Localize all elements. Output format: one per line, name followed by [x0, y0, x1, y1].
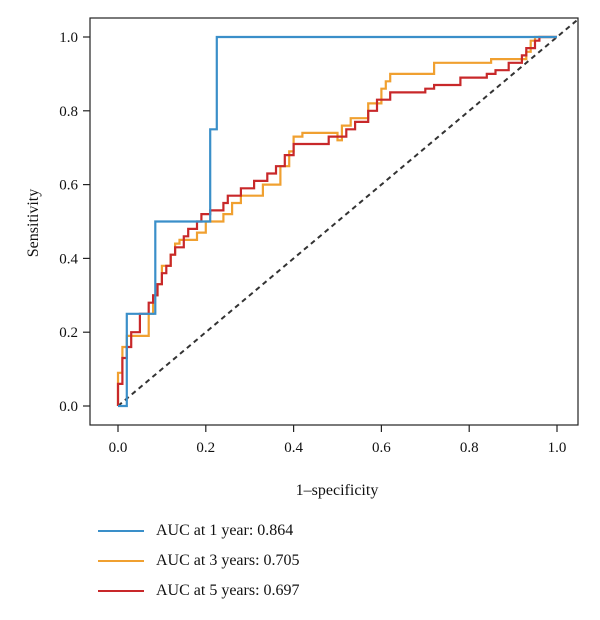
legend-label: AUC at 3 years: 0.705 [156, 552, 300, 569]
roc-line-series-1 [118, 35, 557, 408]
x-tick-label: 0.6 [372, 440, 391, 456]
diagonal-reference-line [117, 17, 580, 407]
legend-item: AUC at 1 year: 0.864 [98, 516, 300, 546]
y-tick-label: 0.8 [59, 104, 78, 120]
x-tick-label: 0.8 [460, 440, 479, 456]
y-axis-title: Sensitivity [25, 189, 42, 257]
y-tick-label: 0.0 [59, 399, 78, 415]
legend-item: AUC at 5 years: 0.697 [98, 576, 300, 606]
x-tick-label: 1.0 [548, 440, 567, 456]
x-tick-label: 0.0 [109, 440, 128, 456]
y-tick-label: 0.6 [59, 178, 78, 194]
roc-chart: 0.0 0.2 0.4 0.6 0.8 1.0 0.0 0.2 0.4 0.6 0.8 1.0 1–s… [25, 17, 580, 499]
y-tick-label: 0.2 [59, 325, 78, 341]
legend-swatch [98, 560, 144, 562]
axis-ticks: 0.0 0.2 0.4 0.6 0.8 1.0 0.0 0.2 0.4 0.6 0.8 1.0 [59, 30, 566, 456]
y-tick-label: 1.0 [59, 30, 78, 46]
legend-swatch [98, 590, 144, 592]
x-tick-label: 0.4 [284, 440, 303, 456]
legend-label: AUC at 5 years: 0.697 [156, 582, 300, 599]
x-axis-title: 1–specificity [296, 482, 379, 499]
legend: AUC at 1 year: 0.864 AUC at 3 years: 0.70… [98, 516, 300, 606]
series-layer [116, 35, 557, 408]
y-tick-label: 0.4 [59, 251, 78, 267]
legend-label: AUC at 1 year: 0.864 [156, 522, 294, 539]
legend-item: AUC at 3 years: 0.705 [98, 546, 300, 576]
legend-swatch [98, 530, 144, 532]
plot-frame [89, 17, 579, 426]
x-tick-label: 0.2 [196, 440, 215, 456]
